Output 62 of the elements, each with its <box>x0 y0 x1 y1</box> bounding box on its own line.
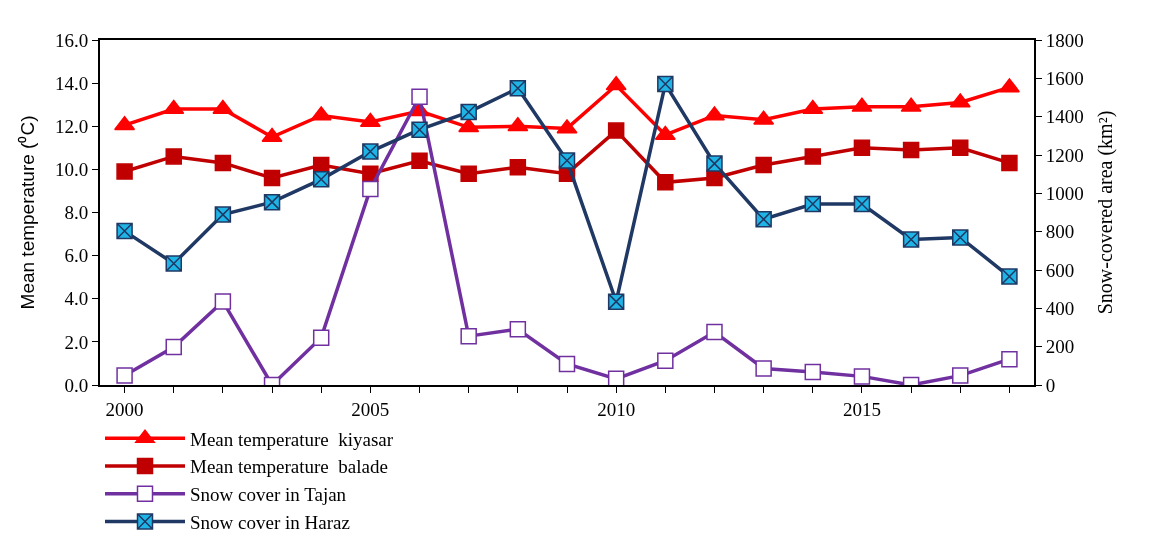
y-tick-label: 6.0 <box>64 245 89 267</box>
point <box>952 367 969 384</box>
point <box>657 75 674 93</box>
point <box>509 320 527 338</box>
point <box>411 88 428 105</box>
x-tick-label: 2000 <box>105 398 144 420</box>
y-tick-label: 8.0 <box>64 202 89 224</box>
point <box>460 327 477 345</box>
point <box>706 323 723 341</box>
y-tick-label: 16.0 <box>54 29 89 51</box>
y-tick-label: 12.0 <box>54 115 89 137</box>
point <box>165 255 182 272</box>
y-tick-label: 10.0 <box>54 159 89 181</box>
point <box>362 143 379 160</box>
point <box>460 103 477 121</box>
point <box>804 363 822 381</box>
y2-tick-label: 1000 <box>1045 182 1084 204</box>
point <box>312 329 330 346</box>
point <box>853 368 871 385</box>
point <box>558 152 576 169</box>
legend-label: Mean temperature kiyasar <box>190 428 394 450</box>
point <box>558 355 576 373</box>
y-tick-label: 2.0 <box>64 331 89 353</box>
point <box>755 210 772 228</box>
point <box>1001 268 1018 285</box>
point <box>362 180 379 198</box>
point <box>214 293 232 310</box>
point <box>607 370 625 385</box>
point <box>116 367 133 384</box>
x-tick-label: 2005 <box>351 398 390 420</box>
y2-tick-label: 1400 <box>1045 106 1084 128</box>
y2-tick-label: 1600 <box>1045 67 1084 89</box>
legend-label: Snow cover in Haraz <box>190 511 350 533</box>
point <box>1001 350 1018 368</box>
y2-tick-label: 800 <box>1045 221 1075 243</box>
legend-label: Mean temperature balade <box>190 456 388 478</box>
y-tick-label: 4.0 <box>64 288 89 310</box>
x-tick-label: 2015 <box>842 398 881 420</box>
y2-axis-title: Snow-covered area (km²) <box>1093 110 1117 315</box>
point <box>657 352 674 369</box>
x-tick-label: 2010 <box>597 398 636 420</box>
y2-tick-label: 200 <box>1045 336 1075 358</box>
point <box>607 293 625 310</box>
y2-tick-label: 1200 <box>1045 144 1084 166</box>
y2-tick-label: 400 <box>1045 297 1075 319</box>
point <box>411 121 428 138</box>
point <box>902 231 920 248</box>
point <box>952 229 969 246</box>
point <box>755 360 772 377</box>
point <box>165 338 182 356</box>
point <box>116 222 133 240</box>
y-tick-label: 0.0 <box>64 374 89 396</box>
point <box>312 171 330 188</box>
y-tick-label: 14.0 <box>54 72 89 94</box>
point <box>509 80 527 97</box>
y2-tick-label: 600 <box>1045 259 1075 281</box>
point <box>706 155 723 172</box>
legend-label: Snow cover in Tajan <box>190 484 347 506</box>
y2-tick-label: 1800 <box>1045 29 1084 51</box>
point <box>214 206 232 223</box>
y2-tick-label: 0 <box>1045 374 1056 396</box>
y-axis-title: Mean temperature (⁰C) <box>17 115 39 310</box>
